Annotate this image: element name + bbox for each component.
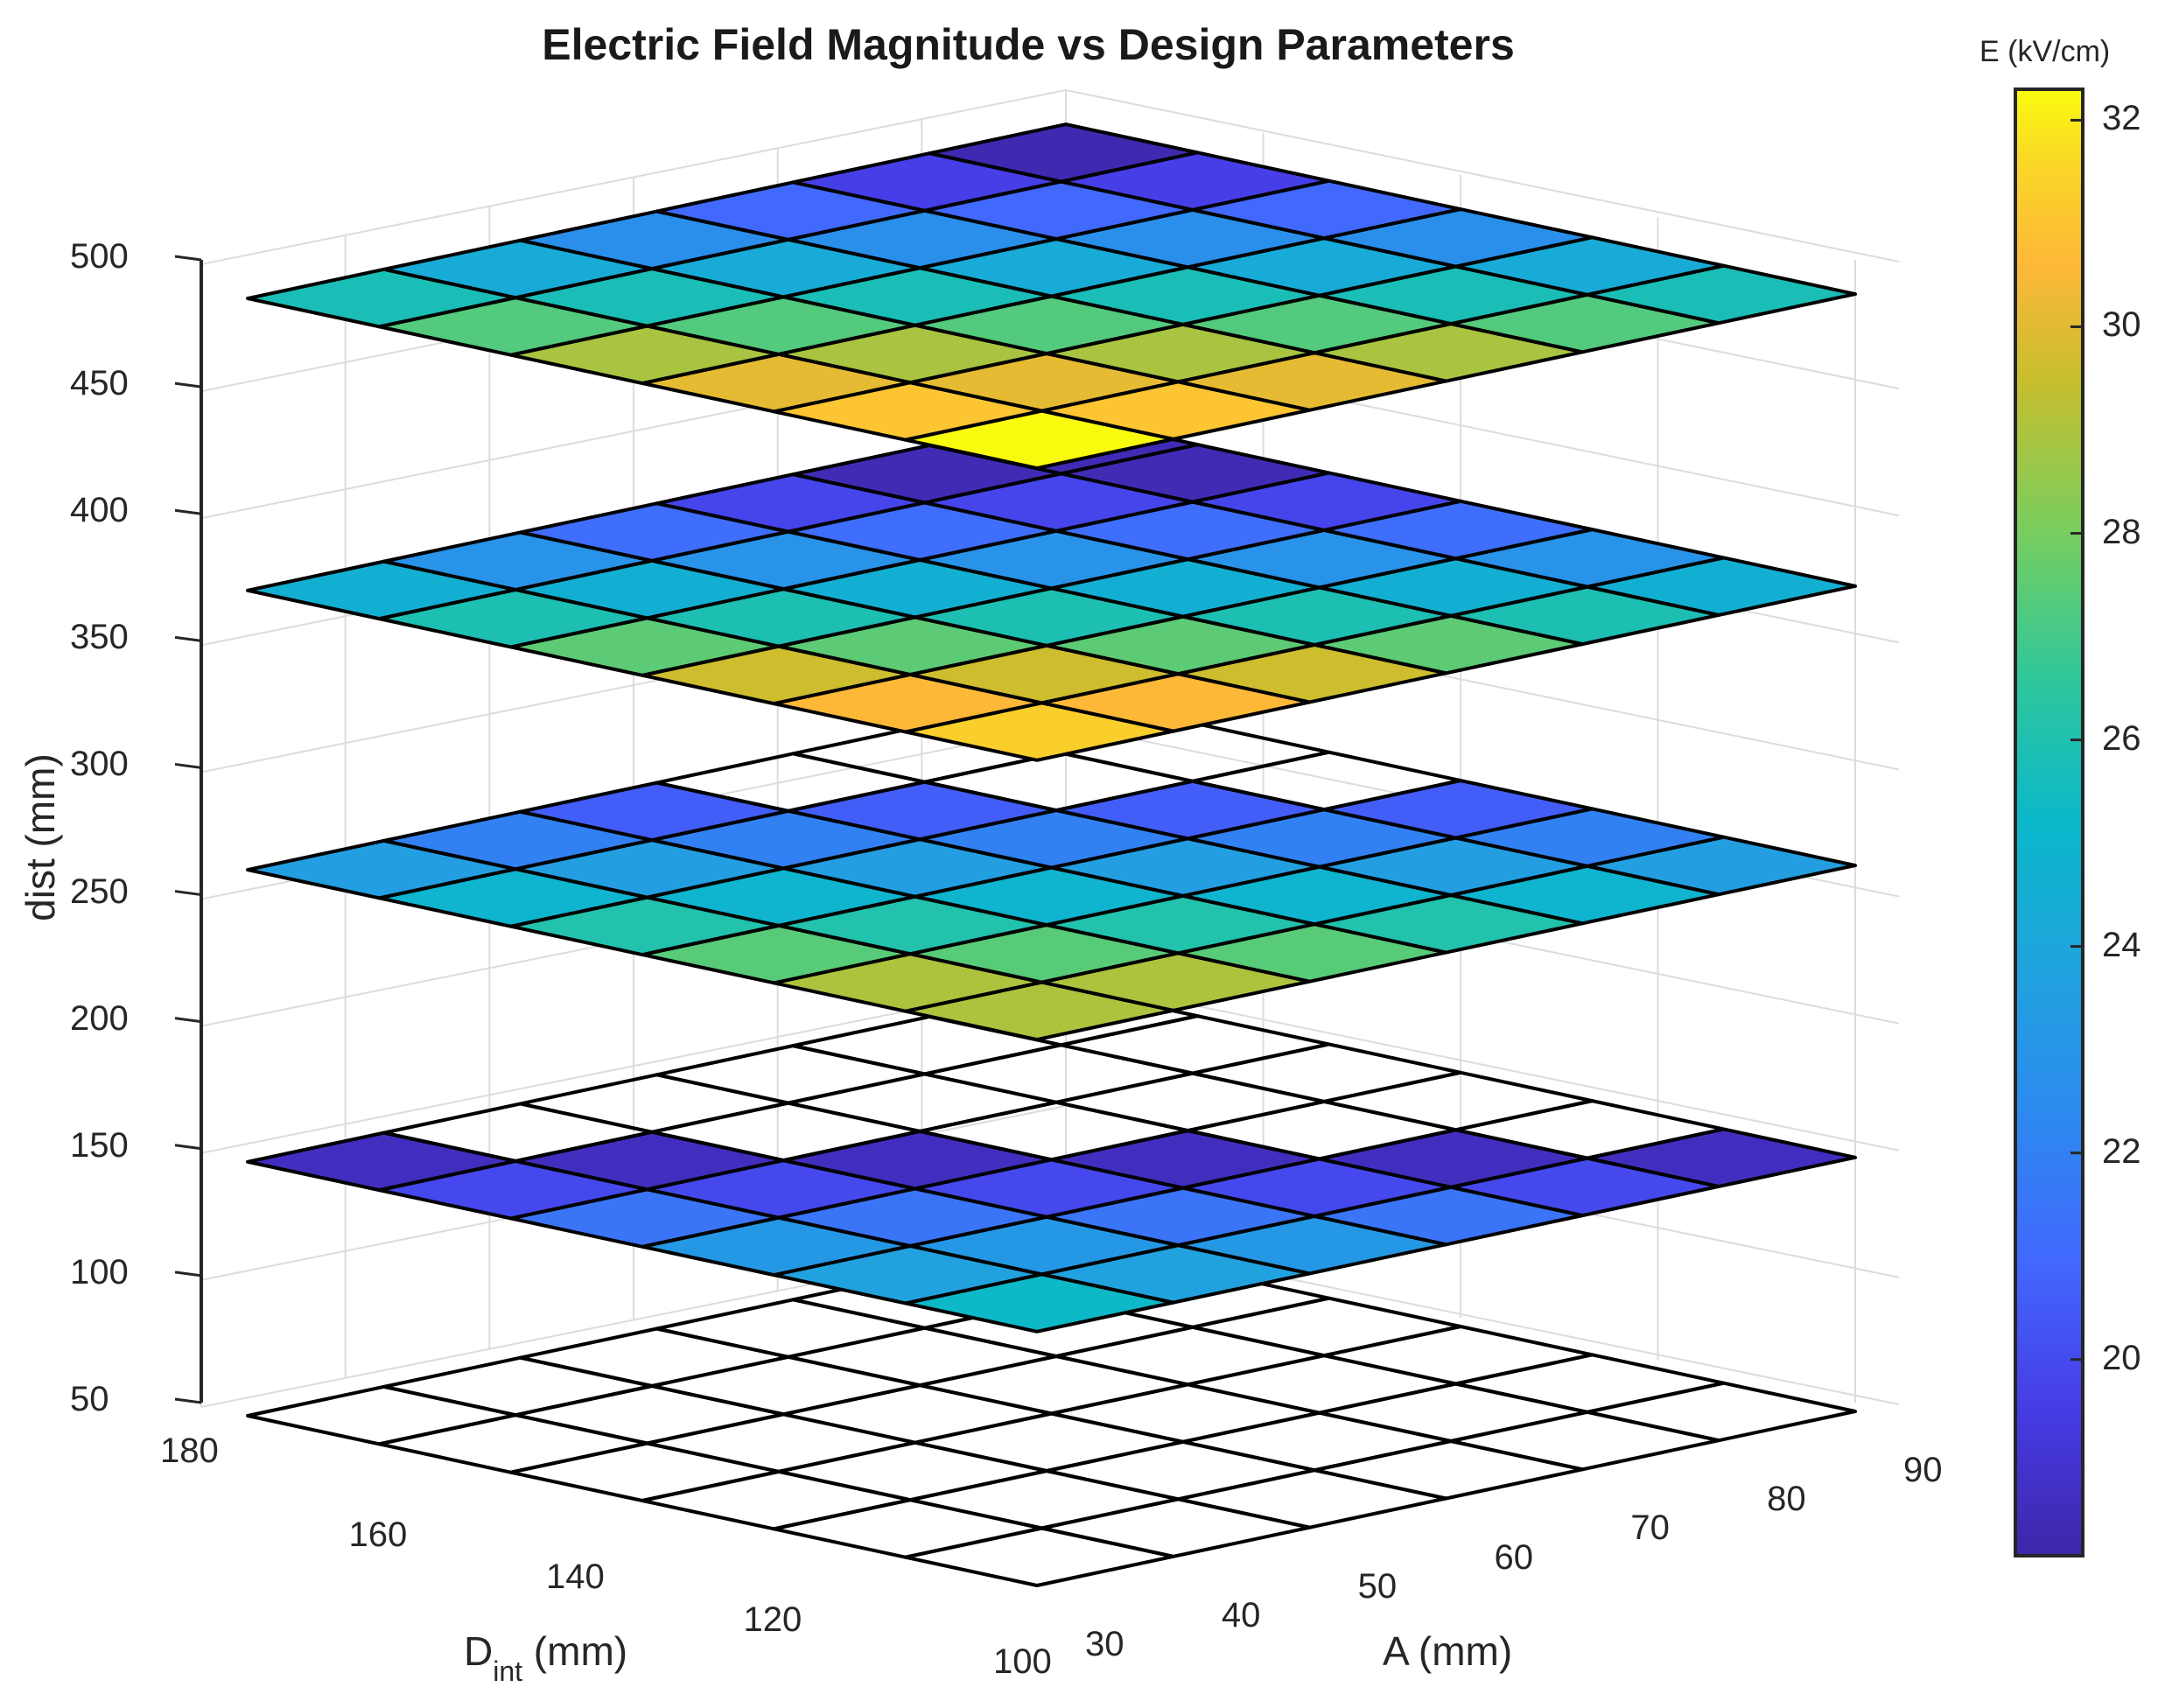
slice-cell xyxy=(1322,1325,1594,1386)
slice-layer-50 xyxy=(246,1240,1857,1587)
slice-cell xyxy=(508,1441,781,1502)
z-tick-label: 450 xyxy=(70,364,129,403)
slice-cell xyxy=(1317,1382,1589,1443)
x-tick-label: 40 xyxy=(1221,1595,1261,1634)
slice-cell xyxy=(1313,1439,1585,1501)
slice-cell xyxy=(1054,1071,1327,1133)
z-tick-label: 350 xyxy=(70,618,129,657)
y-tick-label: 160 xyxy=(348,1515,408,1554)
slice-layer-490 xyxy=(246,122,1857,471)
slice-cell xyxy=(518,1326,790,1388)
slice-cell xyxy=(918,1354,1190,1416)
slice-cell xyxy=(518,1073,790,1134)
z-tick-label: 500 xyxy=(70,237,129,276)
x-tick-label: 60 xyxy=(1494,1537,1534,1577)
slice-cell xyxy=(1049,1382,1321,1444)
z-tick-label: 50 xyxy=(70,1380,109,1418)
slice-cell xyxy=(903,1526,1175,1587)
z-tick-label: 400 xyxy=(70,491,129,530)
slice-cell xyxy=(1454,1353,1726,1414)
slice-cell xyxy=(922,1043,1195,1104)
colorbar-tick-label: 30 xyxy=(2102,305,2141,345)
y-tick-label: 140 xyxy=(546,1558,605,1596)
colorbar-tick-label: 22 xyxy=(2102,1131,2141,1171)
z-axis-title: dist (mm) xyxy=(17,753,63,921)
slice-cell xyxy=(781,1383,1054,1445)
slice-cell xyxy=(645,1412,917,1474)
colorbar-title: E (kV/cm) xyxy=(1979,35,2111,68)
y-axis-title: Dint (mm) xyxy=(464,1628,628,1687)
slice-cell xyxy=(1322,1070,1594,1132)
slice-cell xyxy=(1190,1296,1462,1358)
slice-cell xyxy=(1054,1325,1327,1387)
x-tick-label: 70 xyxy=(1630,1508,1670,1548)
slice-cell xyxy=(1045,1439,1317,1502)
x-axis-title: A (mm) xyxy=(1383,1628,1513,1674)
slice-cell xyxy=(1190,1042,1462,1103)
slice-cell xyxy=(382,1355,654,1418)
slice-cell xyxy=(246,1384,518,1446)
slice-cell xyxy=(1585,1381,1857,1443)
slice-cell xyxy=(928,122,1200,184)
slice-cell xyxy=(772,1498,1044,1559)
slice-cell xyxy=(641,1469,913,1531)
z-tick-label: 300 xyxy=(70,745,129,784)
slice-cell xyxy=(913,1411,1185,1473)
z-tick-label: 200 xyxy=(70,998,129,1038)
x-tick-label: 50 xyxy=(1357,1566,1398,1606)
slice-cell xyxy=(1176,1468,1448,1530)
y-tick-label: 180 xyxy=(160,1432,219,1470)
x-tick-label: 80 xyxy=(1767,1480,1806,1519)
colorbar xyxy=(2014,88,2084,1558)
colorbar-tick-label: 28 xyxy=(2102,512,2141,551)
x-tick-label: 30 xyxy=(1085,1625,1125,1663)
colorbar-tick-label: 20 xyxy=(2102,1338,2141,1377)
z-tick-label: 150 xyxy=(70,1125,129,1165)
colorbar-tick-label: 32 xyxy=(2102,99,2141,138)
colorbar-tick-label: 26 xyxy=(2102,718,2141,758)
slice-cell xyxy=(1181,1410,1453,1473)
slice-layer-150 xyxy=(246,985,1857,1334)
y-tick-label: 120 xyxy=(743,1600,802,1639)
y-tick-label: 100 xyxy=(993,1642,1052,1681)
slice-cell xyxy=(1449,1410,1721,1472)
z-tick-label: 250 xyxy=(70,872,129,911)
x-tick-label: 90 xyxy=(1903,1451,1943,1489)
slice-cell xyxy=(786,1326,1058,1388)
slice-cell xyxy=(1186,1354,1458,1415)
slice-cell xyxy=(776,1440,1048,1502)
slice-cell xyxy=(908,1469,1181,1530)
colorbar-tick-label: 24 xyxy=(2102,925,2141,964)
slice-cell xyxy=(1040,1497,1312,1558)
slice-cell xyxy=(655,1044,927,1105)
slice-cell xyxy=(514,1384,786,1446)
slice-cell xyxy=(655,1298,927,1359)
slice-cell xyxy=(650,1354,922,1417)
slice-cell xyxy=(377,1413,649,1474)
slice-layer-265 xyxy=(246,694,1857,1042)
z-tick-label: 100 xyxy=(70,1252,129,1292)
